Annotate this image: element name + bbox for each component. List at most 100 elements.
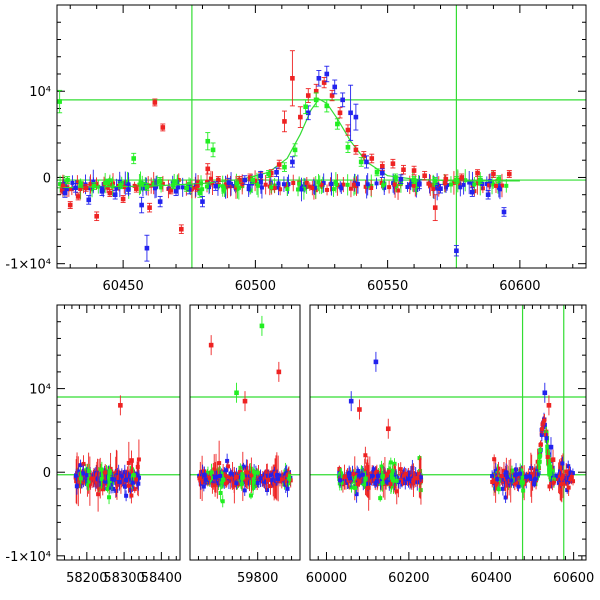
season-point xyxy=(231,479,236,484)
data-point xyxy=(422,173,427,179)
data-point xyxy=(316,75,322,81)
season-point xyxy=(496,466,501,471)
baseline-point xyxy=(125,180,130,185)
season-point xyxy=(403,481,408,486)
data-point xyxy=(282,164,287,170)
season-point xyxy=(232,483,237,488)
data-point xyxy=(104,180,110,185)
baseline-point xyxy=(197,188,202,193)
data-point xyxy=(393,175,398,180)
season-point xyxy=(563,475,568,480)
baseline-point xyxy=(316,180,321,185)
season-point xyxy=(255,470,260,475)
x-tick-label: 58200 xyxy=(66,571,107,586)
season-point xyxy=(136,457,141,462)
season-point xyxy=(224,468,229,473)
season-point xyxy=(495,477,500,482)
season-point xyxy=(119,474,124,479)
season-point xyxy=(560,461,565,466)
season-point xyxy=(411,478,416,483)
series-green xyxy=(57,89,502,198)
baseline-point xyxy=(461,182,466,187)
baseline-point xyxy=(193,182,198,187)
season-point xyxy=(94,479,99,484)
baseline-point xyxy=(341,182,346,187)
season-point xyxy=(566,485,571,490)
data-point xyxy=(353,147,359,153)
highlight-point xyxy=(542,390,548,396)
season-point xyxy=(117,479,122,484)
data-point xyxy=(274,169,279,175)
baseline-point xyxy=(216,183,221,188)
season-point xyxy=(392,461,397,466)
season-point xyxy=(359,475,364,480)
baseline-point xyxy=(151,182,156,187)
data-point xyxy=(496,176,502,182)
season-point xyxy=(375,473,380,478)
baseline-point xyxy=(240,182,245,187)
season-point xyxy=(132,487,137,492)
x-tick-label: 60600 xyxy=(553,571,594,586)
season-point xyxy=(201,469,206,474)
season-point xyxy=(275,473,280,478)
baseline-point xyxy=(204,184,209,189)
season-point xyxy=(509,478,514,483)
data-point xyxy=(313,97,319,103)
baseline-point xyxy=(258,180,263,185)
season-point xyxy=(355,482,360,487)
season-point xyxy=(369,479,374,484)
season-point xyxy=(227,475,232,480)
season-point xyxy=(384,479,389,484)
baseline-point xyxy=(114,185,119,190)
baseline-point xyxy=(312,185,317,190)
baseline-point xyxy=(497,187,502,192)
season-point xyxy=(212,483,217,488)
season-point xyxy=(505,475,510,480)
data-point xyxy=(380,163,385,169)
data-point xyxy=(454,248,459,254)
data-point xyxy=(147,205,152,210)
highlight-point xyxy=(234,390,239,396)
baseline-point xyxy=(392,182,397,187)
season-point xyxy=(490,480,495,485)
season-point xyxy=(76,469,81,474)
season-point xyxy=(128,487,133,492)
season-point xyxy=(287,476,292,481)
data-point xyxy=(144,184,150,190)
baseline-point xyxy=(443,185,448,190)
baseline-point xyxy=(467,180,472,185)
baseline-point xyxy=(137,182,142,187)
season-point xyxy=(258,476,263,481)
season-point xyxy=(234,474,239,479)
season-point xyxy=(374,479,379,484)
season-point xyxy=(239,481,244,486)
baseline-point xyxy=(236,185,241,190)
highlight-point xyxy=(548,444,554,450)
highlight-point xyxy=(242,398,248,404)
baseline-point xyxy=(259,185,264,190)
season-point xyxy=(131,473,136,478)
baseline-point xyxy=(256,183,261,188)
season-point xyxy=(339,480,344,485)
season-point xyxy=(520,480,525,485)
x-tick-label: 60000 xyxy=(306,571,347,586)
season-point xyxy=(215,478,220,483)
data-point xyxy=(369,156,375,161)
season-point xyxy=(217,461,222,466)
data-point xyxy=(348,110,353,116)
data-point xyxy=(506,171,512,177)
season-point xyxy=(214,474,219,479)
baseline-point xyxy=(296,187,301,192)
season-point xyxy=(238,469,243,474)
baseline-point xyxy=(205,179,210,184)
season-point xyxy=(570,471,575,476)
baseline-point xyxy=(487,183,492,188)
season-point xyxy=(532,482,537,487)
baseline-point xyxy=(331,187,336,192)
data-point xyxy=(67,202,73,208)
data-point xyxy=(126,187,131,192)
season-point xyxy=(524,474,529,479)
season-point xyxy=(379,470,384,475)
data-point xyxy=(337,110,343,116)
y-tick-label: 10⁴ xyxy=(29,85,51,100)
